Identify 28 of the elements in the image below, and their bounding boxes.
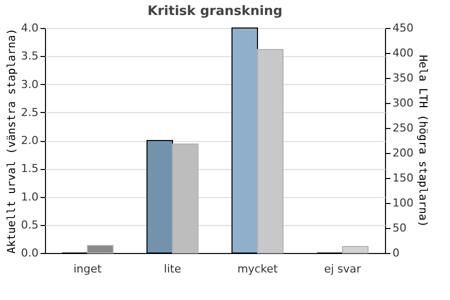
y-axis-title: Aktuellt urval (vänstra staplarna) bbox=[5, 28, 18, 254]
y-tick-label: 3.5 bbox=[21, 50, 38, 63]
y2-axis-title: Hela LTH (högra staplarna) bbox=[416, 54, 430, 228]
y2-tick-label: 400 bbox=[392, 46, 414, 60]
y2-tick-label: 250 bbox=[392, 122, 414, 134]
y-tick-label: 1.0 bbox=[21, 190, 38, 204]
chart-title: Kritisk granskning bbox=[148, 4, 282, 19]
y-tick-label: 3.0 bbox=[21, 78, 38, 91]
y2-tick-label: 200 bbox=[392, 146, 414, 160]
x-tick-label: lite bbox=[164, 262, 182, 276]
x-tick-label: inget bbox=[73, 262, 102, 276]
y-tick-label: 2.0 bbox=[21, 134, 38, 147]
y-tick-label: 1.5 bbox=[21, 162, 38, 176]
y2-tick-label: 50 bbox=[392, 222, 406, 234]
x-tick-label: ej svar bbox=[324, 262, 362, 276]
y2-tick-label: 300 bbox=[392, 96, 414, 110]
x-tick-label: mycket bbox=[237, 262, 278, 276]
y-tick-label: 0.5 bbox=[21, 218, 38, 232]
y2-tick-label: 100 bbox=[392, 196, 414, 210]
y2-tick-label: 0 bbox=[392, 246, 400, 260]
y2-tick-label: 450 bbox=[392, 22, 414, 34]
y-tick-label: 0.0 bbox=[21, 246, 38, 260]
y-tick-label: 2.5 bbox=[21, 106, 38, 119]
bar bbox=[87, 245, 114, 254]
y2-tick-label: 350 bbox=[392, 72, 414, 84]
y-tick-label: 4.0 bbox=[21, 22, 38, 34]
y2-tick-label: 150 bbox=[392, 172, 414, 184]
bar bbox=[342, 246, 368, 254]
